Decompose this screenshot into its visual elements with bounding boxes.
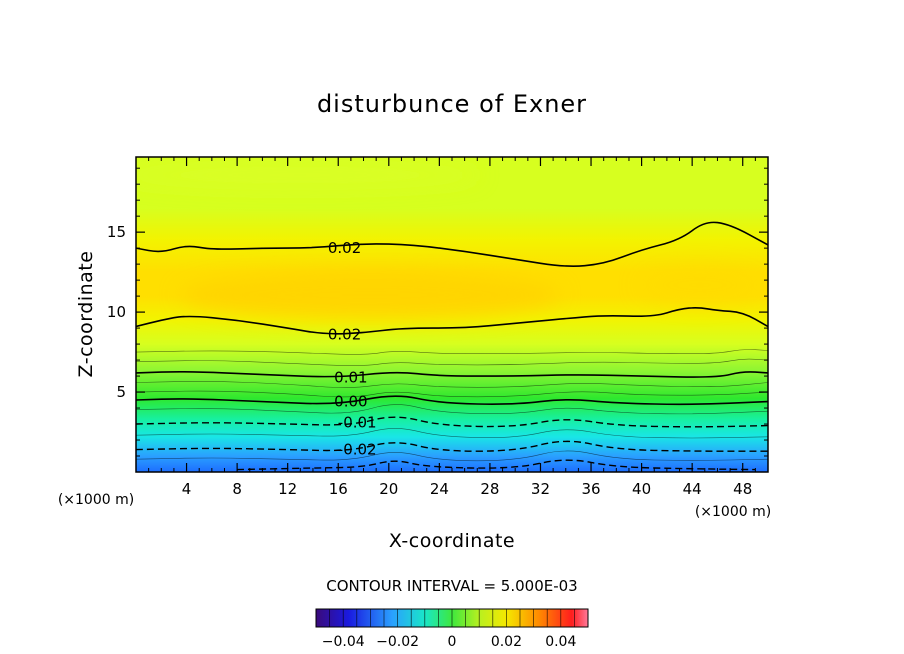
- contour-line-12: [136, 450, 768, 462]
- contour-label-3: 0.00: [334, 393, 367, 411]
- colorbar-bands: [329, 609, 575, 627]
- contour-label-4: -0.01: [338, 413, 377, 431]
- y-tick-label-1: 10: [107, 303, 126, 321]
- colorbar-tick-label-2: 0: [448, 634, 457, 650]
- x-unit-left: (×1000 m): [58, 492, 134, 508]
- colorbar-tick-label-0: −0.04: [322, 634, 365, 650]
- colorbar-frame: [315, 608, 589, 628]
- x-unit-right: (×1000 m): [695, 504, 771, 520]
- x-tick-label-11: 48: [733, 480, 752, 498]
- contour-line-3: [136, 358, 768, 366]
- colorbar-tick-label-1: −0.02: [376, 634, 419, 650]
- colorbar-tick-labels: −0.04 −0.02 0 0.02 0.04: [322, 634, 577, 650]
- x-tick-label-5: 24: [430, 480, 449, 498]
- x-tick-label-6: 28: [480, 480, 499, 498]
- contour-label-0: 0.02: [328, 239, 361, 257]
- contour-line-2: [136, 349, 768, 355]
- contour-line-10: [136, 428, 768, 439]
- contour-label-1: 0.02: [328, 325, 361, 343]
- y-tick-label-0: 5: [116, 383, 126, 401]
- x-tick-label-1: 8: [232, 480, 242, 498]
- colorbar-tick-label-4: 0.04: [545, 634, 576, 650]
- contour-line-9: [136, 416, 768, 428]
- y-tick-label-2: 15: [107, 223, 126, 241]
- contour-line-7: [136, 395, 768, 406]
- contour-line-5: [136, 381, 768, 388]
- x-tick-label-8: 36: [581, 480, 600, 498]
- x-tick-label-3: 16: [329, 480, 348, 498]
- chart-title: disturbunce of Exner: [317, 90, 587, 118]
- contour-lines: [136, 221, 768, 471]
- contour-interval-text: CONTOUR INTERVAL = 5.000E-03: [326, 577, 577, 595]
- colorbar-tick-label-3: 0.02: [491, 634, 522, 650]
- x-tick-label-2: 12: [278, 480, 297, 498]
- contour-line-13: [237, 459, 756, 471]
- y-axis-label: Z-coordinate: [75, 251, 97, 378]
- yellowgreen-top-blob: [136, 163, 480, 187]
- contour-labels: 0.02 0.02 0.01 0.00 -0.01 -0.02: [328, 239, 377, 459]
- x-tick-label-10: 44: [683, 480, 702, 498]
- contour-line-11: [136, 440, 768, 452]
- plot-area: 0.02 0.02 0.01 0.00 -0.01 -0.02: [136, 157, 768, 472]
- colorbar: −0.04 −0.02 0 0.02 0.04: [315, 608, 589, 650]
- x-tick-label-4: 20: [379, 480, 398, 498]
- x-tick-label-0: 4: [182, 480, 192, 498]
- contour-line-6: [136, 390, 768, 398]
- contour-label-5: -0.02: [338, 441, 377, 459]
- x-axis-label: X-coordinate: [389, 530, 515, 552]
- gold-core-blob: [180, 271, 560, 319]
- contour-line-0: [136, 221, 768, 267]
- x-tick-label-7: 32: [531, 480, 550, 498]
- contour-line-4: [136, 371, 768, 378]
- contour-label-2: 0.01: [334, 369, 367, 387]
- contour-line-1: [136, 307, 768, 335]
- field-blobs: [136, 163, 760, 319]
- x-tick-label-9: 40: [632, 480, 651, 498]
- gold-right-blob: [640, 267, 760, 303]
- contour-line-8: [136, 404, 768, 415]
